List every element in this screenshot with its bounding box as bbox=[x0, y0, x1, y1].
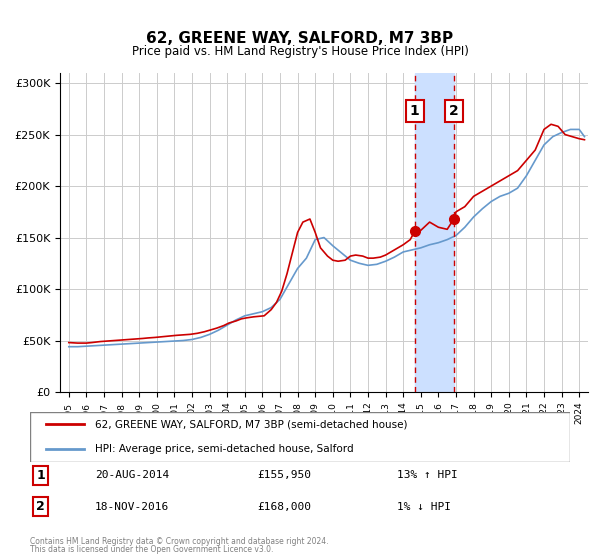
Text: This data is licensed under the Open Government Licence v3.0.: This data is licensed under the Open Gov… bbox=[30, 545, 274, 554]
Text: 1: 1 bbox=[37, 469, 45, 482]
Text: Price paid vs. HM Land Registry's House Price Index (HPI): Price paid vs. HM Land Registry's House … bbox=[131, 45, 469, 58]
Text: 1% ↓ HPI: 1% ↓ HPI bbox=[397, 502, 451, 511]
Text: 2: 2 bbox=[37, 500, 45, 513]
Text: £155,950: £155,950 bbox=[257, 470, 311, 480]
FancyBboxPatch shape bbox=[30, 412, 570, 462]
Text: HPI: Average price, semi-detached house, Salford: HPI: Average price, semi-detached house,… bbox=[95, 445, 353, 454]
Text: 20-AUG-2014: 20-AUG-2014 bbox=[95, 470, 169, 480]
Text: 62, GREENE WAY, SALFORD, M7 3BP (semi-detached house): 62, GREENE WAY, SALFORD, M7 3BP (semi-de… bbox=[95, 419, 407, 429]
Text: 13% ↑ HPI: 13% ↑ HPI bbox=[397, 470, 458, 480]
Text: 18-NOV-2016: 18-NOV-2016 bbox=[95, 502, 169, 511]
Text: 62, GREENE WAY, SALFORD, M7 3BP: 62, GREENE WAY, SALFORD, M7 3BP bbox=[146, 31, 454, 46]
Text: 2: 2 bbox=[449, 104, 459, 118]
Text: Contains HM Land Registry data © Crown copyright and database right 2024.: Contains HM Land Registry data © Crown c… bbox=[30, 537, 329, 546]
Bar bbox=[415, 73, 454, 392]
Text: £168,000: £168,000 bbox=[257, 502, 311, 511]
Text: 1: 1 bbox=[410, 104, 419, 118]
